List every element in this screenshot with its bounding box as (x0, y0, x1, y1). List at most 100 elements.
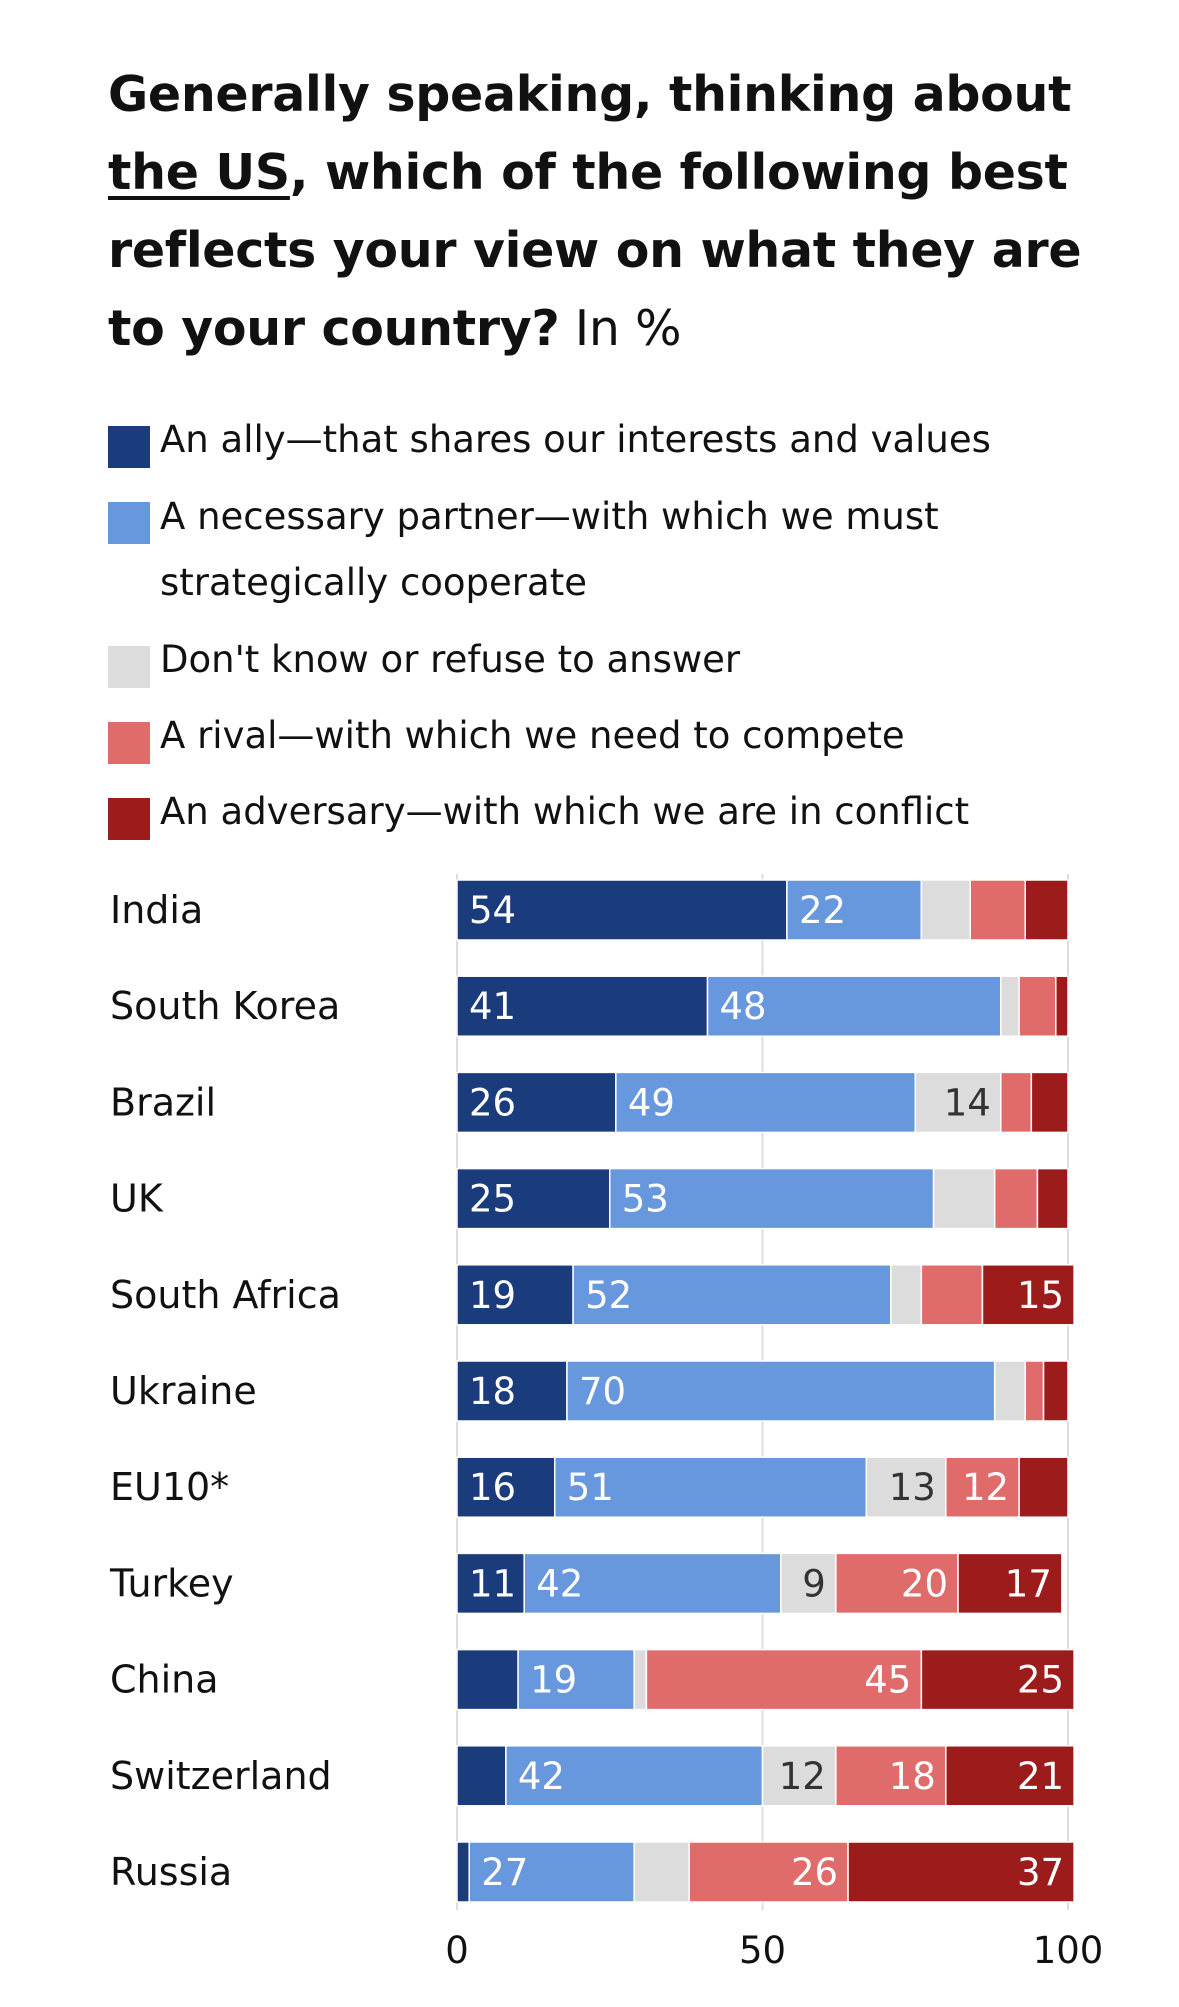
data-label-russia-s4: 37 (1017, 1851, 1064, 1894)
data-label-india-s0: 54 (469, 889, 516, 932)
legend-swatch-adversary (108, 798, 150, 840)
bar-ukraine-s1 (566, 1360, 996, 1422)
bar-eu10-s1 (554, 1456, 868, 1518)
legend: An ally—that shares our interests and va… (108, 408, 1108, 856)
bar-south-africa-s3 (920, 1264, 984, 1326)
data-label-south-africa-s4: 15 (1017, 1274, 1064, 1317)
category-label-china: China (110, 1658, 219, 1702)
legend-label-rival: A rival—with which we need to compete (160, 714, 905, 757)
bar-russia-s4 (847, 1841, 1075, 1903)
bar-india-s3 (969, 879, 1026, 941)
title-unit: In % (559, 300, 682, 357)
title-underlined-subject: the US (108, 144, 290, 201)
category-label-brazil: Brazil (110, 1080, 216, 1124)
bar-turkey-s0 (456, 1552, 525, 1615)
category-label-india: India (110, 888, 203, 932)
data-label-turkey-s2: 9 (802, 1562, 826, 1605)
data-label-china-s4: 25 (1017, 1659, 1064, 1702)
bar-switzerland-s2 (761, 1745, 837, 1807)
data-label-turkey-s1: 42 (536, 1562, 583, 1605)
bar-switzerland-s1 (505, 1745, 764, 1807)
data-label-ukraine-s1: 70 (579, 1370, 626, 1413)
bar-brazil-s1 (615, 1071, 916, 1134)
bar-switzerland-s4 (945, 1745, 1075, 1807)
bar-south-africa-s2 (890, 1264, 923, 1326)
legend-item-rival: A rival—with which we need to compete (108, 704, 1108, 768)
category-label-turkey: Turkey (109, 1561, 234, 1605)
bar-india-s0 (456, 879, 788, 941)
legend-swatch-ally (108, 426, 150, 468)
data-label-turkey-s3: 20 (901, 1562, 948, 1605)
x-tick-label-100: 100 (1033, 1929, 1104, 1972)
chart-title: Generally speaking, thinking about the U… (108, 56, 1108, 368)
data-label-switzerland-s2: 12 (779, 1755, 826, 1798)
data-label-russia-s1: 27 (481, 1851, 528, 1894)
bar-brazil-s0 (456, 1071, 617, 1134)
bar-russia-s2 (633, 1841, 690, 1903)
bar-china-s4 (920, 1648, 1075, 1711)
data-label-russia-s3: 26 (791, 1851, 838, 1894)
bar-south-africa-s0 (456, 1264, 574, 1326)
bar-ukraine-s3 (1024, 1360, 1045, 1422)
bar-south-korea-s0 (456, 975, 709, 1037)
bar-china-s2 (633, 1648, 648, 1711)
title-part-1: Generally speaking, thinking about (108, 66, 1072, 123)
data-label-brazil-s2: 14 (944, 1081, 991, 1124)
bar-south-korea-s1 (706, 975, 1002, 1037)
bar-uk-s3 (993, 1167, 1039, 1230)
legend-swatch-rival (108, 722, 150, 764)
bar-south-korea-s4 (1055, 975, 1069, 1037)
bar-uk-s4 (1036, 1167, 1069, 1230)
data-label-brazil-s1: 49 (628, 1081, 675, 1124)
data-label-ukraine-s0: 18 (469, 1370, 516, 1413)
x-tick-label-50: 50 (739, 1929, 786, 1972)
legend-swatch-partner (108, 502, 150, 544)
bar-uk-s1 (609, 1167, 935, 1230)
bar-brazil-s4 (1030, 1071, 1069, 1134)
bar-brazil-s3 (1000, 1071, 1033, 1134)
data-label-uk-s1: 53 (622, 1178, 669, 1221)
category-label-uk: UK (110, 1177, 164, 1221)
title-part-2: , which of the following best reflects y… (108, 144, 1082, 357)
category-label-ukraine: Ukraine (110, 1369, 257, 1413)
bar-turkey-s3 (835, 1552, 959, 1615)
bar-uk-s2 (932, 1167, 996, 1230)
data-label-switzerland-s4: 21 (1017, 1755, 1064, 1798)
bar-china-s1 (517, 1648, 635, 1711)
data-label-eu10-s1: 51 (567, 1466, 614, 1509)
bar-ukraine-s4 (1042, 1360, 1069, 1422)
data-label-china-s1: 19 (530, 1659, 577, 1702)
data-label-south-africa-s1: 52 (585, 1274, 632, 1317)
data-label-turkey-s4: 17 (1005, 1562, 1052, 1605)
category-label-russia: Russia (110, 1850, 232, 1894)
bar-south-africa-s1 (572, 1264, 892, 1326)
x-tick-label-0: 0 (445, 1929, 469, 1972)
bar-china-s3 (645, 1648, 923, 1711)
data-label-india-s1: 22 (799, 889, 846, 932)
bar-south-korea-s2 (1000, 975, 1020, 1037)
data-label-eu10-s3: 12 (962, 1466, 1009, 1509)
data-label-switzerland-s3: 18 (889, 1755, 936, 1798)
category-label-south-korea: South Korea (110, 984, 340, 1028)
bar-south-africa-s4 (981, 1264, 1075, 1326)
bar-eu10-s4 (1018, 1456, 1069, 1518)
data-label-china-s3: 45 (864, 1659, 911, 1702)
bar-india-s4 (1024, 879, 1069, 941)
bar-turkey-s2 (780, 1552, 837, 1615)
bar-russia-s1 (468, 1841, 635, 1903)
bar-turkey-s4 (957, 1552, 1063, 1615)
bar-india-s2 (920, 879, 971, 941)
legend-label-ally: An ally—that shares our interests and va… (160, 418, 991, 461)
category-label-eu10: EU10* (110, 1465, 229, 1509)
bar-eu10-s0 (456, 1456, 556, 1518)
data-label-south-korea-s0: 41 (469, 985, 516, 1028)
bar-china-s0 (456, 1648, 519, 1711)
bar-south-korea-s3 (1018, 975, 1057, 1037)
legend-label-adversary: An adversary—with which we are in confli… (160, 790, 970, 833)
legend-item-adversary: An adversary—with which we are in confli… (108, 780, 1108, 844)
data-label-switzerland-s1: 42 (518, 1755, 565, 1798)
data-label-eu10-s2: 13 (889, 1466, 936, 1509)
category-label-switzerland: Switzerland (110, 1754, 332, 1798)
legend-swatch-dont-know (108, 646, 150, 688)
